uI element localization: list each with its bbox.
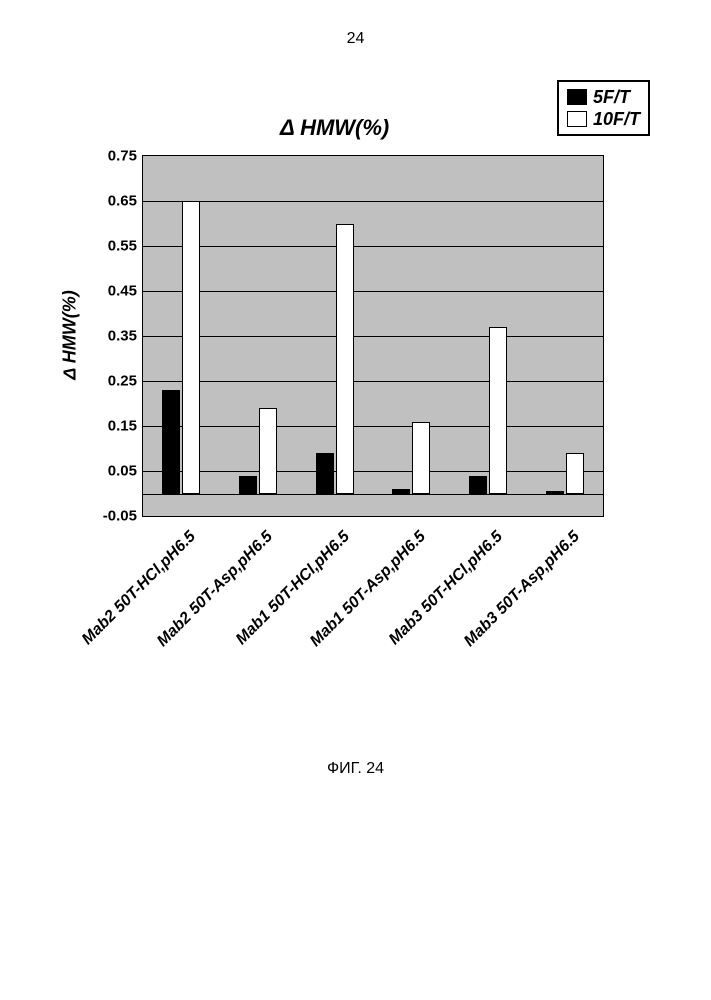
chart-container: Δ HMW(%) 5F/T 10F/T Δ HMW(%) -0.050.050.…: [60, 115, 650, 735]
y-tick-label: 0.75: [108, 148, 137, 165]
bar: [162, 390, 180, 494]
y-tick-label: 0.35: [108, 328, 137, 345]
legend: 5F/T 10F/T: [557, 80, 650, 136]
bar: [316, 453, 334, 494]
figure-caption: ФИГ. 24: [0, 760, 711, 778]
bar: [239, 476, 257, 494]
y-tick-label: 0.45: [108, 283, 137, 300]
bar: [469, 476, 487, 494]
legend-item: 5F/T: [567, 86, 640, 108]
bar: [489, 327, 507, 494]
y-tick-label: 0.05: [108, 463, 137, 480]
bar: [412, 422, 430, 494]
chart-title: Δ HMW(%): [280, 115, 389, 141]
bar: [182, 201, 200, 494]
y-tick-label: 0.15: [108, 418, 137, 435]
legend-label: 5F/T: [593, 86, 630, 108]
bar: [259, 408, 277, 494]
y-axis-title: Δ HMW(%): [60, 290, 81, 379]
y-tick-label: 0.25: [108, 373, 137, 390]
grid-line: [143, 381, 603, 382]
legend-swatch-icon: [567, 111, 587, 127]
bar: [566, 453, 584, 494]
legend-item: 10F/T: [567, 108, 640, 130]
grid-line: [143, 336, 603, 337]
grid-line: [143, 471, 603, 472]
bar: [336, 224, 354, 494]
page: 24 Δ HMW(%) 5F/T 10F/T Δ HMW(%) -0.050.0…: [0, 0, 711, 1000]
legend-label: 10F/T: [593, 108, 640, 130]
grid-line: [143, 291, 603, 292]
grid-line: [143, 201, 603, 202]
plot-area: -0.050.050.150.250.350.450.550.650.75Mab…: [142, 155, 604, 517]
legend-swatch-icon: [567, 89, 587, 105]
y-tick-label: -0.05: [103, 508, 137, 525]
zero-line: [143, 494, 603, 495]
grid-line: [143, 246, 603, 247]
grid-line: [143, 426, 603, 427]
page-number: 24: [0, 30, 711, 48]
y-tick-label: 0.65: [108, 193, 137, 210]
y-tick-label: 0.55: [108, 238, 137, 255]
